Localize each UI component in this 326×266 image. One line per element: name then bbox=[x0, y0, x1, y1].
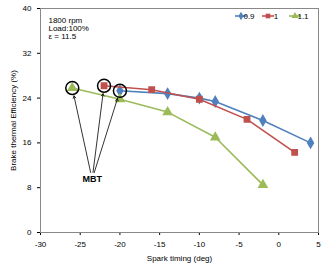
svg-text:-30: -30 bbox=[35, 240, 47, 249]
svg-text:32: 32 bbox=[23, 49, 32, 58]
svg-text:40: 40 bbox=[23, 4, 32, 13]
svg-text:24: 24 bbox=[23, 94, 32, 103]
svg-text:1800 rpmLoad:100%ε = 11.5: 1800 rpmLoad:100%ε = 11.5 bbox=[48, 16, 88, 41]
svg-text:16: 16 bbox=[23, 138, 32, 147]
svg-text:5: 5 bbox=[316, 240, 321, 249]
svg-text:8: 8 bbox=[27, 183, 32, 192]
svg-text:0: 0 bbox=[27, 228, 32, 237]
svg-text:-10: -10 bbox=[194, 240, 206, 249]
svg-text:Spark timing (deg): Spark timing (deg) bbox=[147, 254, 213, 263]
svg-text:1.1: 1.1 bbox=[297, 12, 309, 21]
svg-text:-15: -15 bbox=[154, 240, 166, 249]
svg-text:-25: -25 bbox=[74, 240, 86, 249]
svg-text:0.9: 0.9 bbox=[243, 12, 255, 21]
svg-text:-20: -20 bbox=[114, 240, 126, 249]
svg-text:-5: -5 bbox=[236, 240, 244, 249]
svg-text:1: 1 bbox=[274, 12, 279, 21]
svg-text:MBT: MBT bbox=[82, 174, 102, 184]
svg-text:Brake thermal Efficiency (%): Brake thermal Efficiency (%) bbox=[9, 70, 18, 171]
svg-text:0: 0 bbox=[277, 240, 282, 249]
